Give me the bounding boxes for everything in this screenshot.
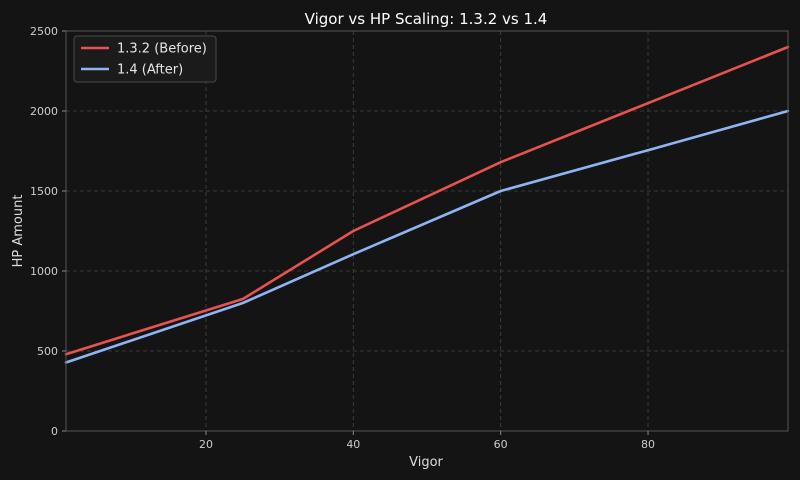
x-tick-label: 60 [494, 438, 508, 451]
legend: 1.3.2 (Before) 1.4 (After) [73, 35, 217, 83]
x-tick-label: 20 [199, 438, 213, 451]
y-tick-label: 500 [37, 345, 58, 358]
x-axis-label: Vigor [409, 455, 443, 470]
y-axis-label: HP Amount [11, 195, 26, 268]
legend-label-1: 1.3.2 (Before) [117, 42, 207, 57]
y-tick-label: 0 [51, 425, 58, 438]
x-tick-label: 40 [346, 438, 360, 451]
ticks: 20 40 60 80 0 500 1000 1500 2000 2500 [30, 25, 655, 451]
legend-label-2: 1.4 (After) [117, 63, 183, 78]
y-tick-label: 2000 [30, 105, 58, 118]
legend-box [73, 35, 217, 83]
plot-frame [65, 30, 789, 432]
y-tick-label: 2500 [30, 25, 58, 38]
y-tick-label: 1000 [30, 265, 58, 278]
series-line-2 [64, 109, 790, 364]
series-line-1 [64, 45, 790, 356]
y-tick-label: 1500 [30, 185, 58, 198]
x-tick-label: 80 [641, 438, 655, 451]
chart-title: Vigor vs HP Scaling: 1.3.2 vs 1.4 [305, 10, 548, 28]
series-layer [64, 45, 790, 364]
